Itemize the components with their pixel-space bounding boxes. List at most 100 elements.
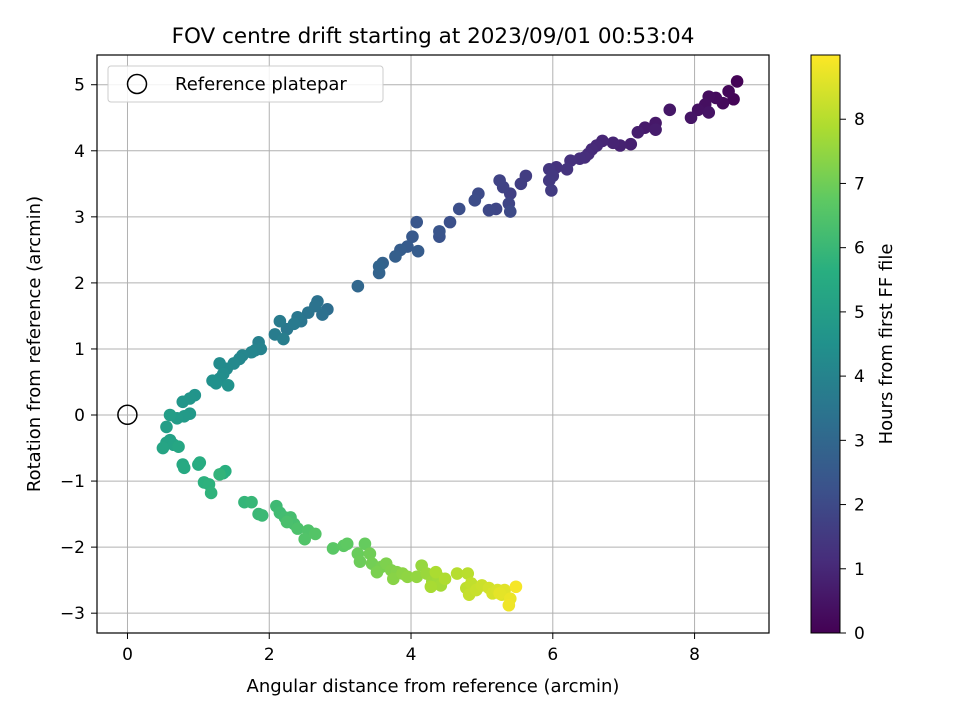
scatter-point [209,377,223,390]
colorbar-tick-label: 6 [854,239,865,259]
scatter-point [351,279,365,293]
scatter-point [363,547,377,561]
y-tick-label: 5 [74,76,85,96]
scatter-point [663,103,677,117]
scatter-point [193,456,207,469]
y-axis-label: Rotation from reference (arcmin) [24,196,45,492]
scatter-point [372,260,386,273]
scatter-point [438,572,452,586]
scatter-point [298,532,311,546]
scatter-point [401,570,414,584]
legend-marker-open-circle-icon [126,73,148,95]
scatter-point [514,177,528,191]
y-tick-label: −1 [60,472,85,492]
reference-marker [117,404,138,426]
y-tick-label: 0 [74,406,85,426]
scatter-point [503,205,517,218]
colorbar-tick-label: 5 [854,303,865,323]
legend-box [107,65,384,103]
scatter-point [606,136,620,150]
scatter-point [509,580,523,594]
scatter-point [730,75,744,88]
scatter-point [493,174,506,187]
scatter-point [406,230,419,243]
scatter-point [316,308,329,321]
scatter-point [450,567,464,580]
colorbar-label: Hours from first FF file [876,244,897,445]
x-tick-label: 2 [264,645,275,665]
colorbar-tick-label: 2 [854,496,865,516]
scatter-point [353,555,367,568]
scatter-point [482,203,496,217]
scatter-point [433,225,446,238]
scatter-point [461,567,475,580]
y-tick-label: 1 [74,340,85,360]
scatter-point [176,395,190,409]
scatter-point [213,468,226,481]
scatter-point [502,598,516,612]
scatter-point [273,314,287,328]
y-tick-label: −2 [60,538,85,558]
scatter-point [452,202,466,216]
scatter-point [277,332,290,346]
scatter-point [389,250,402,263]
legend-label: Reference platepar [175,74,347,95]
x-tick-label: 8 [689,645,700,665]
scatter-point [493,587,506,600]
data-points [156,75,744,612]
scatter-point [156,441,170,455]
scatter-point [340,537,354,551]
scatter-point [429,565,443,579]
scatter-point [309,527,322,541]
y-tick-label: 3 [74,208,85,228]
scatter-point [204,486,218,500]
chart-title: FOV centre drift starting at 2023/09/01 … [172,24,695,49]
colorbar-tick-label: 7 [854,174,865,194]
scatter-point [545,184,558,197]
x-tick-label: 4 [406,645,417,665]
scatter-point [702,106,716,119]
scatter-point [370,565,384,579]
scatter-point [649,123,662,136]
x-tick-label: 6 [547,645,558,665]
scatter-point [177,461,191,475]
scatter-point [255,509,269,522]
plot-frame [96,54,770,634]
y-tick-label: 4 [74,142,85,162]
colorbar-ticks: 0 1 2 3 4 5 6 7 8 [840,110,865,644]
scatter-point [280,515,294,529]
colorbar-tick-label: 8 [854,110,865,130]
y-tick-label: 2 [74,274,85,294]
y-axis-ticks: −3 −2 −1 0 1 2 3 4 5 [60,76,97,624]
scatter-point [624,137,638,151]
scatter-point [722,85,735,98]
scatter-point [684,111,698,125]
scatter-point [411,244,425,258]
scatter-point [560,162,574,176]
legend: Reference platepar [107,65,384,103]
scatter-point [631,125,645,139]
x-axis-ticks: 0 2 4 6 8 [122,633,700,665]
scatter-point [424,580,438,594]
scatter-point [213,357,226,370]
x-tick-label: 0 [122,645,133,665]
scatter-point [326,542,340,555]
x-axis-label: Angular distance from reference (arcmin) [247,676,620,697]
scatter-point [221,378,235,392]
scatter-point [542,174,556,187]
grid-lines [97,55,769,633]
scatter-point [410,215,423,229]
colorbar: 0 1 2 3 4 5 6 7 8 Hours from first FF file [810,54,897,644]
scatter-point [163,408,177,422]
scatter-point [468,194,482,207]
scatter-point [160,420,173,434]
scatter-point [358,537,372,551]
scatter-point [443,215,457,229]
colorbar-tick-label: 4 [854,367,865,387]
scatter-point [410,570,423,584]
colorbar-tick-label: 1 [854,560,865,580]
scatter-point [287,317,301,331]
scatter-point [387,572,400,586]
